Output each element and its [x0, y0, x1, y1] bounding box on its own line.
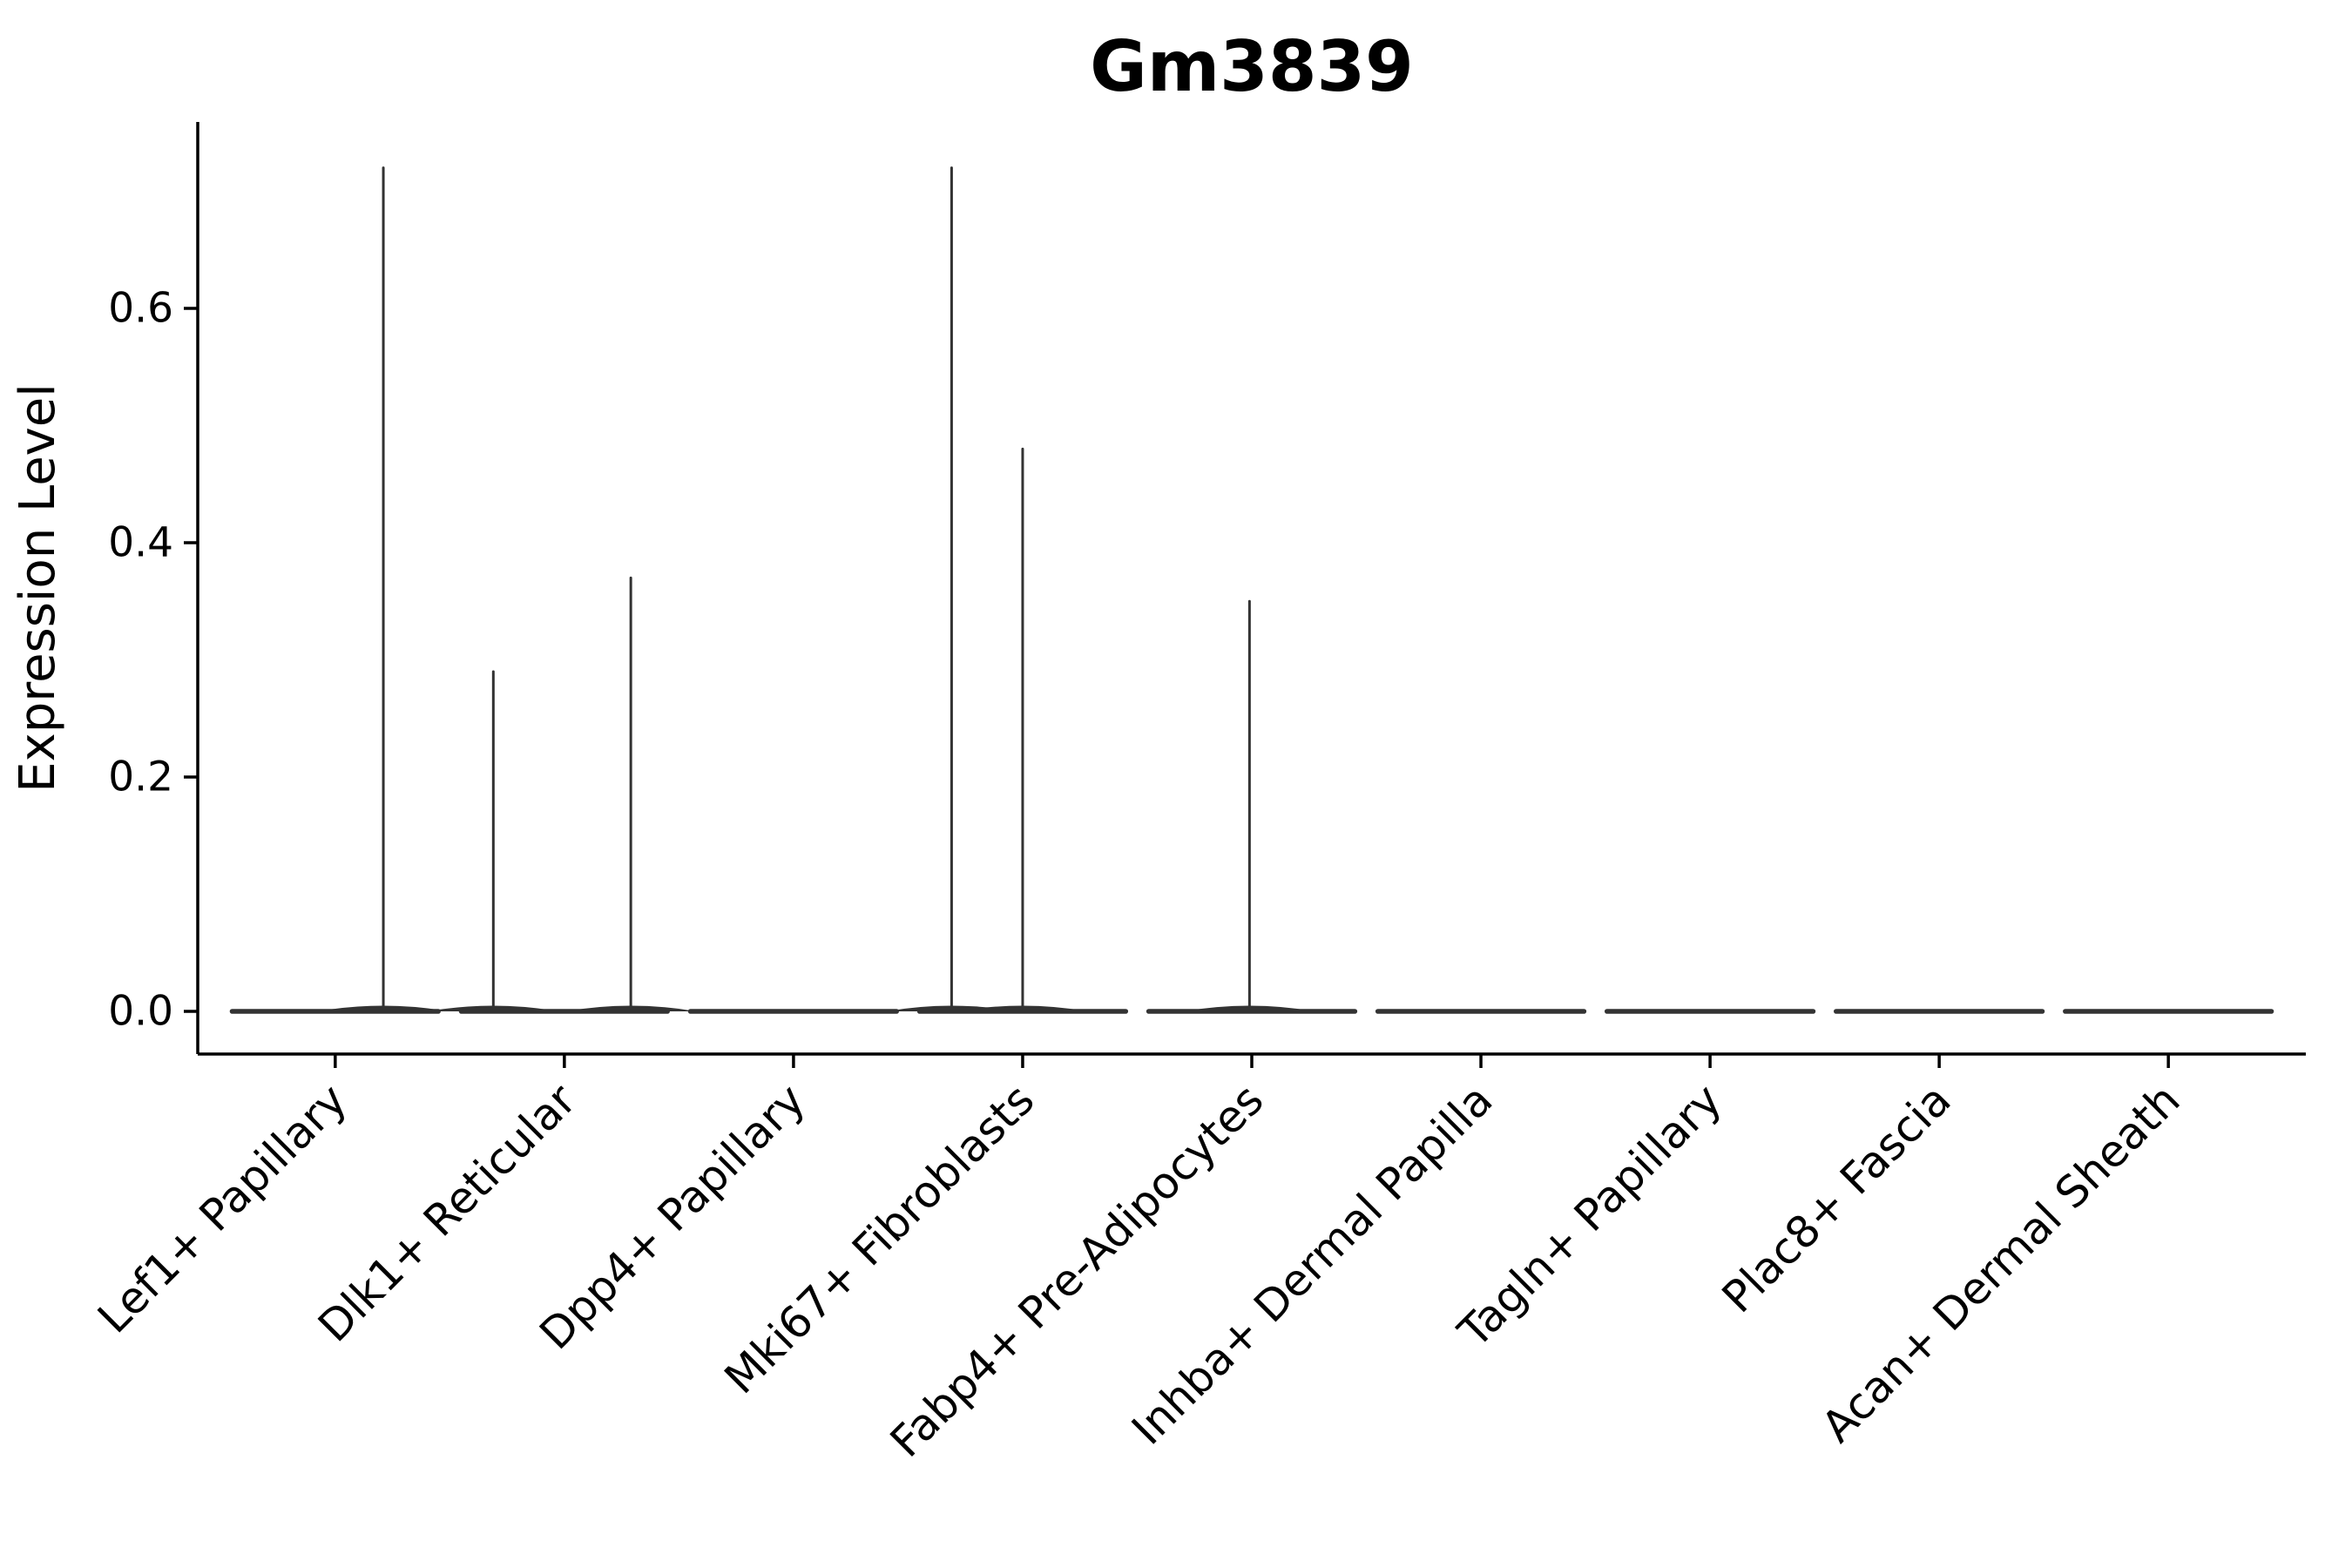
y-tick-label: 0.0 [108, 988, 173, 1036]
violins [229, 166, 2274, 1014]
y-axis-label: Expression Level [10, 383, 66, 793]
chart-title: Gm3839 [1090, 26, 1414, 107]
y-tick-label: 0.2 [108, 754, 173, 801]
y-axis-ticks: 0.0 0.2 0.4 0.6 [108, 285, 198, 1036]
y-tick-label: 0.6 [108, 285, 173, 333]
y-tick-label: 0.4 [108, 519, 173, 567]
